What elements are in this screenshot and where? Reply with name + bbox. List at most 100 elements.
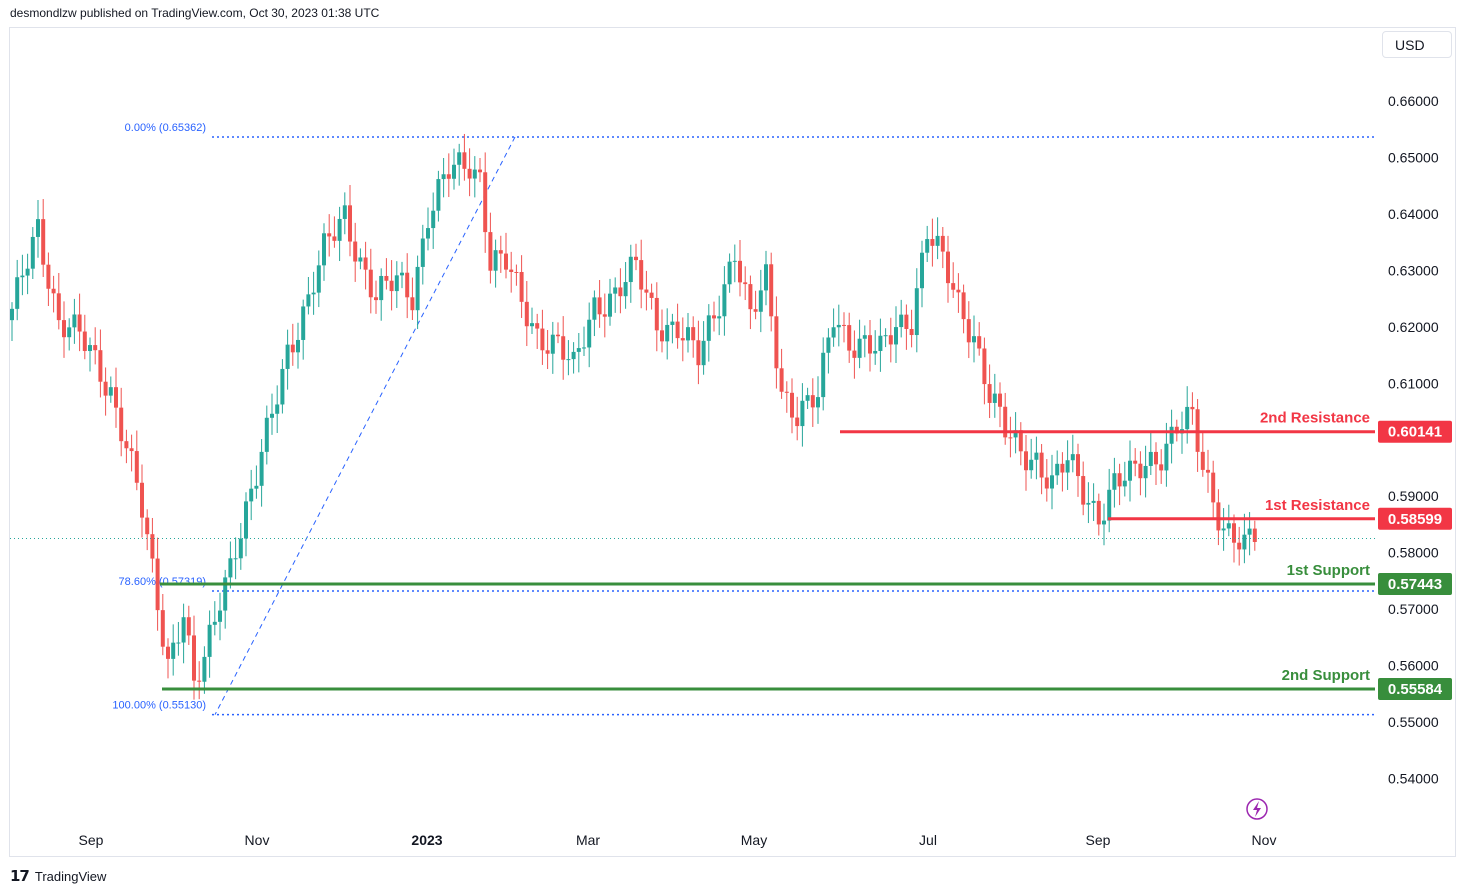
price-badge-label: 0.58599 [1388,511,1442,528]
candle-body [530,323,534,327]
candle-body [935,235,940,246]
candle-body [514,271,519,273]
candle-body [1148,451,1153,466]
candle-body [462,152,467,169]
candle-body [316,265,321,293]
candle-body [1242,534,1247,550]
candle-body [644,289,649,293]
candle-body [764,264,768,291]
candle-body [1200,451,1205,470]
lightning-icon[interactable] [1246,798,1268,820]
x-tick-label: Mar [576,832,600,848]
candle-body [389,280,394,292]
candle-body [1076,454,1080,477]
y-tick-label: 0.63000 [1388,262,1439,278]
candle-body [940,235,945,252]
candle-body [951,283,956,290]
candle-body [436,179,441,211]
candle-body [1096,500,1101,525]
candle-body [784,391,789,393]
candle-body [566,359,571,361]
candle-body [218,610,222,622]
candle-body [254,485,259,489]
candle-body [571,351,576,360]
candle-body [384,275,389,281]
candle-body [1138,463,1143,479]
y-tick-label: 0.66000 [1388,93,1439,109]
candle-body [420,238,425,267]
candle-body [660,330,664,342]
candle-body [1117,473,1122,487]
candle-body [810,395,815,408]
candle-body [706,315,711,341]
candle-body [244,501,248,539]
candle-body [805,395,810,401]
candle-body [1226,523,1231,529]
fib-level-label: 78.60% (0.57319) [119,576,206,588]
candle-body [722,284,727,317]
candle-body [535,323,540,329]
level-name: 1st Support [1287,562,1370,579]
candle-body [883,335,888,337]
candle-body [743,282,748,285]
tradingview-logo-icon: 𝟭𝟳 [10,868,30,885]
candle-body [758,290,763,312]
y-tick-label: 0.58000 [1388,545,1439,561]
price-axis[interactable]: 0.66000 0.65000 0.64000 0.63000 0.62000 0.610… [1388,93,1439,786]
candle-body [1013,430,1018,438]
candle-body [311,292,316,295]
candle-body [634,256,638,261]
fib-trend-line[interactable] [214,136,516,715]
candle-body [478,169,482,173]
candle-body [894,327,898,345]
candle-body [296,339,300,353]
candle-body [1206,469,1210,473]
candle-body [379,275,384,301]
candle-body [509,269,514,272]
candle-body [519,271,524,302]
candle-body [925,239,930,253]
candle-body [1252,528,1257,542]
candle-body [41,219,46,265]
candle-body [452,164,456,179]
candle-body [873,350,878,354]
candle-body [972,336,976,343]
candle-body [483,172,488,233]
candle-body [394,275,399,292]
candle-body [1055,463,1060,476]
candle-body [795,417,800,427]
candle-body [1154,451,1158,465]
candle-body [1018,430,1023,452]
candle-body [1216,502,1221,531]
candle-body [1060,463,1065,473]
support-resistance-levels[interactable]: 2nd Resistance 0.60141 1st Resistance 0.585… [160,410,1452,700]
candle-body [1091,500,1096,503]
candle-body [1086,502,1091,505]
candle-body [1050,475,1054,489]
price-badge [1378,507,1452,530]
candle-body [982,348,987,385]
candle-body [1024,451,1028,471]
candle-body [613,287,618,294]
tradingview-footer[interactable]: 𝟭𝟳 TradingView [10,867,106,885]
candle-body [1190,406,1195,410]
x-tick-label: Nov [1252,832,1277,848]
y-tick-label: 0.55000 [1388,714,1439,730]
candle-body [712,315,716,319]
candle-body [1122,480,1127,487]
candle-body [899,314,904,328]
candle-body [597,297,602,315]
candle-body [623,282,628,297]
y-tick-label: 0.57000 [1388,601,1439,617]
time-axis[interactable]: Sep Nov 2023 Mar May Jul Sep Nov [79,832,1277,848]
candle-body [696,340,701,366]
candle-body [909,328,914,336]
candle-body [301,306,306,340]
candle-body [98,350,103,382]
currency-button[interactable]: USD [1382,31,1452,58]
candle-body [842,324,846,326]
candle-body [1221,528,1226,531]
candle-body [576,348,581,352]
y-tick-label: 0.61000 [1388,375,1439,391]
